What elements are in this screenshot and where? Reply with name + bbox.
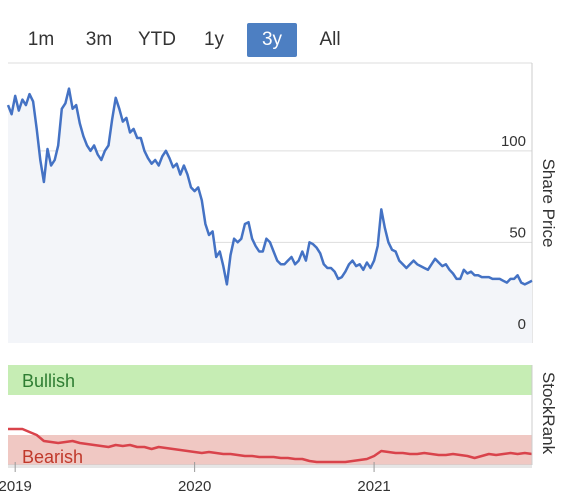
stockrank-series-line — [8, 427, 533, 464]
range-button-3m[interactable]: 3m — [75, 23, 123, 57]
range-button-1m[interactable]: 1m — [18, 23, 64, 57]
range-button-3y[interactable]: 3y — [247, 23, 297, 57]
price-y-tick-label: 50 — [509, 224, 526, 241]
range-button-all[interactable]: All — [307, 23, 353, 57]
range-selector: 1m 3m YTD 1y 3y All — [0, 0, 570, 60]
price-axis-title: Share Price — [539, 159, 558, 248]
price-y-tick-label: 0 — [518, 316, 526, 333]
range-button-ytd[interactable]: YTD — [130, 23, 184, 57]
x-tick-label: 2021 — [357, 478, 390, 495]
price-area-fill — [8, 88, 532, 343]
bearish-label: Bearish — [22, 447, 83, 467]
price-series-line — [6, 87, 533, 286]
x-tick-label: 2020 — [178, 478, 211, 495]
stockrank-axis-title: StockRank — [539, 372, 558, 455]
bullish-label: Bullish — [22, 371, 75, 391]
bearish-band — [8, 435, 532, 465]
x-tick-label: 2019 — [0, 478, 32, 495]
range-button-1y[interactable]: 1y — [193, 23, 235, 57]
price-y-tick-label: 100 — [501, 133, 526, 150]
bullish-band — [8, 365, 532, 395]
